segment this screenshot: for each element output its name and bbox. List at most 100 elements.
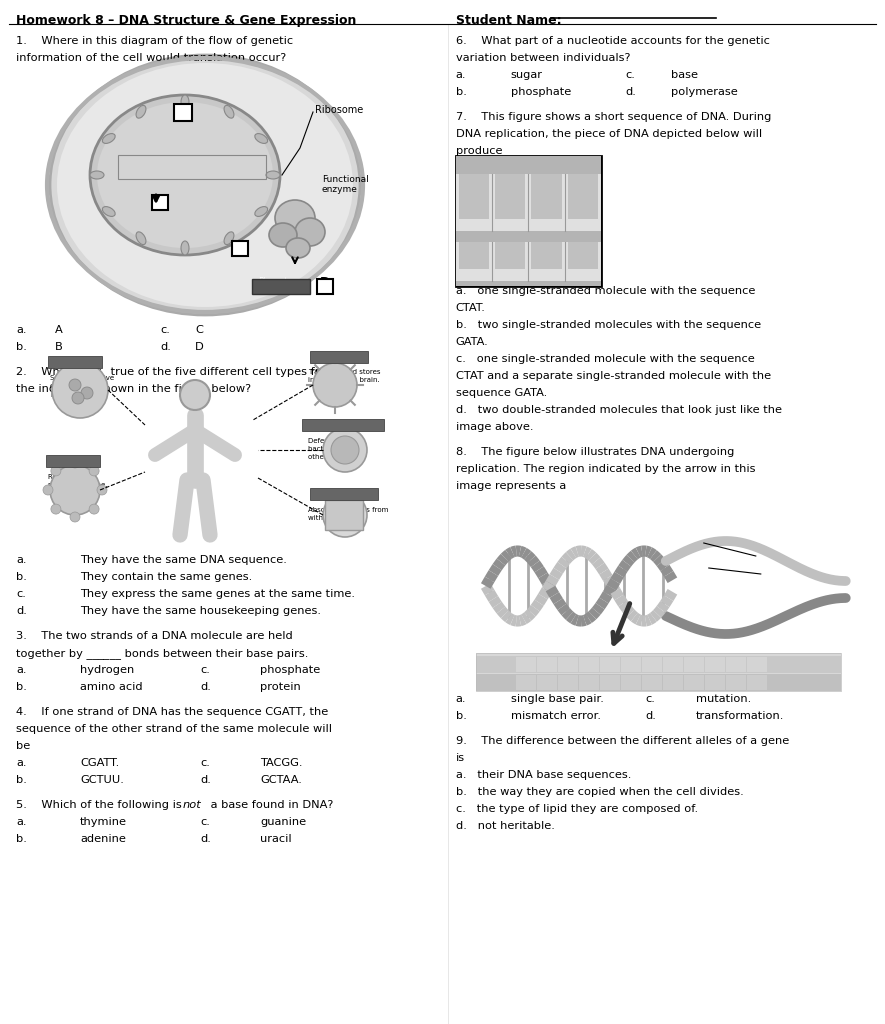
Text: GATA.: GATA. bbox=[456, 337, 489, 347]
Text: A: A bbox=[711, 651, 720, 662]
Text: Ribosome: Ribosome bbox=[315, 105, 363, 115]
Text: A: A bbox=[573, 244, 592, 267]
Text: T: T bbox=[753, 651, 760, 662]
Bar bbox=[456, 156, 601, 174]
Text: ATTAGTCAAGGATCTTTACCTCGA: ATTAGTCAAGGATCTTTACCTCGA bbox=[120, 169, 220, 174]
Ellipse shape bbox=[286, 238, 310, 258]
Text: enzyme: enzyme bbox=[322, 185, 358, 194]
Text: b.   the way they are copied when the cell divides.: b. the way they are copied when the cell… bbox=[456, 787, 743, 797]
Text: a.: a. bbox=[456, 694, 466, 705]
Text: A: A bbox=[752, 669, 761, 679]
Bar bbox=[567, 174, 597, 219]
Text: DNA replication, the piece of DNA depicted below will: DNA replication, the piece of DNA depict… bbox=[456, 129, 762, 139]
Bar bbox=[118, 155, 266, 179]
Text: CTAT and a separate single-stranded molecule with the: CTAT and a separate single-stranded mole… bbox=[456, 371, 771, 381]
Text: RNA: RNA bbox=[100, 204, 123, 214]
Text: be: be bbox=[16, 741, 30, 751]
Bar bbox=[558, 675, 578, 690]
Text: Homework 8 – DNA Structure & Gene Expression: Homework 8 – DNA Structure & Gene Expres… bbox=[16, 14, 357, 27]
Text: image represents a: image represents a bbox=[456, 481, 566, 490]
Ellipse shape bbox=[275, 200, 315, 236]
Text: single base pair.: single base pair. bbox=[511, 694, 604, 705]
Text: G: G bbox=[731, 669, 741, 679]
Bar bbox=[495, 242, 526, 269]
Text: GCTUU.: GCTUU. bbox=[80, 775, 124, 785]
Ellipse shape bbox=[50, 55, 360, 315]
Text: Absorbs nutrients from: Absorbs nutrients from bbox=[308, 507, 389, 513]
Text: D: D bbox=[195, 342, 204, 352]
Circle shape bbox=[51, 504, 61, 514]
Text: CGATT.: CGATT. bbox=[80, 758, 119, 768]
Text: TAATCAGTTCCTAGAAAATGGAGCT: TAATCAGTTCCTAGAAAATGGAGCT bbox=[120, 160, 227, 165]
Text: A: A bbox=[501, 244, 519, 267]
Text: T: T bbox=[522, 651, 529, 662]
Text: hydrogen: hydrogen bbox=[80, 665, 135, 675]
Ellipse shape bbox=[269, 223, 297, 247]
Circle shape bbox=[52, 362, 108, 418]
Bar bbox=[456, 490, 850, 691]
Text: They express the same genes at the same time.: They express the same genes at the same … bbox=[80, 589, 355, 599]
Text: Neuron: Neuron bbox=[323, 351, 355, 360]
Text: enzymes in: enzymes in bbox=[50, 383, 90, 389]
Bar bbox=[642, 657, 662, 672]
Text: A: A bbox=[627, 669, 635, 679]
Text: b.: b. bbox=[16, 572, 27, 582]
Text: a.: a. bbox=[16, 758, 27, 768]
Text: the individual shown in the figure below?: the individual shown in the figure below… bbox=[16, 384, 251, 394]
Circle shape bbox=[323, 493, 367, 537]
Text: G: G bbox=[465, 244, 483, 267]
Bar bbox=[252, 279, 310, 294]
Bar bbox=[684, 675, 704, 690]
Text: d.: d. bbox=[646, 711, 657, 721]
Text: Acinar cell: Acinar cell bbox=[52, 356, 97, 366]
Text: •••: ••• bbox=[475, 669, 496, 679]
Text: d.: d. bbox=[200, 834, 211, 844]
Ellipse shape bbox=[103, 133, 115, 143]
Text: a.: a. bbox=[16, 817, 27, 827]
Text: DNA: DNA bbox=[100, 190, 124, 200]
Text: pancreas.: pancreas. bbox=[50, 391, 84, 397]
Text: a.: a. bbox=[16, 665, 27, 675]
Bar bbox=[663, 657, 682, 672]
Text: d.: d. bbox=[16, 606, 27, 616]
Text: c.: c. bbox=[16, 589, 26, 599]
Text: transformation.: transformation. bbox=[696, 711, 784, 721]
Text: b.: b. bbox=[16, 682, 27, 692]
Ellipse shape bbox=[181, 241, 189, 255]
Text: d.: d. bbox=[200, 775, 211, 785]
Ellipse shape bbox=[136, 105, 146, 118]
Text: b.: b. bbox=[16, 342, 27, 352]
Text: d.: d. bbox=[626, 87, 636, 97]
Text: true of the five different cell types from: true of the five different cell types fr… bbox=[107, 367, 337, 377]
Bar bbox=[495, 174, 526, 219]
Bar bbox=[726, 675, 746, 690]
Text: c.: c. bbox=[626, 70, 635, 80]
Text: C: C bbox=[689, 669, 698, 679]
Ellipse shape bbox=[97, 102, 273, 248]
Text: not: not bbox=[83, 367, 102, 377]
Text: c.: c. bbox=[646, 694, 656, 705]
Bar bbox=[48, 356, 102, 368]
Text: protein: protein bbox=[260, 682, 301, 692]
Text: sequence GATA.: sequence GATA. bbox=[456, 388, 547, 398]
Text: Transmits and stores: Transmits and stores bbox=[308, 369, 381, 375]
Text: GCTAA.: GCTAA. bbox=[260, 775, 302, 785]
Bar bbox=[704, 657, 725, 672]
Text: sugar: sugar bbox=[511, 70, 543, 80]
Text: G: G bbox=[647, 669, 657, 679]
Text: c.   the type of lipid they are composed of.: c. the type of lipid they are composed o… bbox=[456, 804, 698, 814]
Text: polymerase: polymerase bbox=[671, 87, 737, 97]
Text: TACGG.: TACGG. bbox=[260, 758, 303, 768]
Text: 7.    This figure shows a short sequence of DNA. During: 7. This figure shows a short sequence of… bbox=[456, 112, 771, 122]
Bar bbox=[458, 242, 489, 269]
Ellipse shape bbox=[181, 95, 189, 109]
Bar bbox=[456, 231, 601, 242]
Text: a base found in DNA?: a base found in DNA? bbox=[207, 800, 334, 810]
Text: Old strand: Old strand bbox=[711, 561, 769, 571]
Text: A: A bbox=[564, 651, 572, 662]
Text: G: G bbox=[543, 651, 551, 662]
Circle shape bbox=[70, 458, 80, 468]
Bar bbox=[704, 675, 725, 690]
Ellipse shape bbox=[224, 105, 234, 118]
Text: C: C bbox=[543, 669, 550, 679]
